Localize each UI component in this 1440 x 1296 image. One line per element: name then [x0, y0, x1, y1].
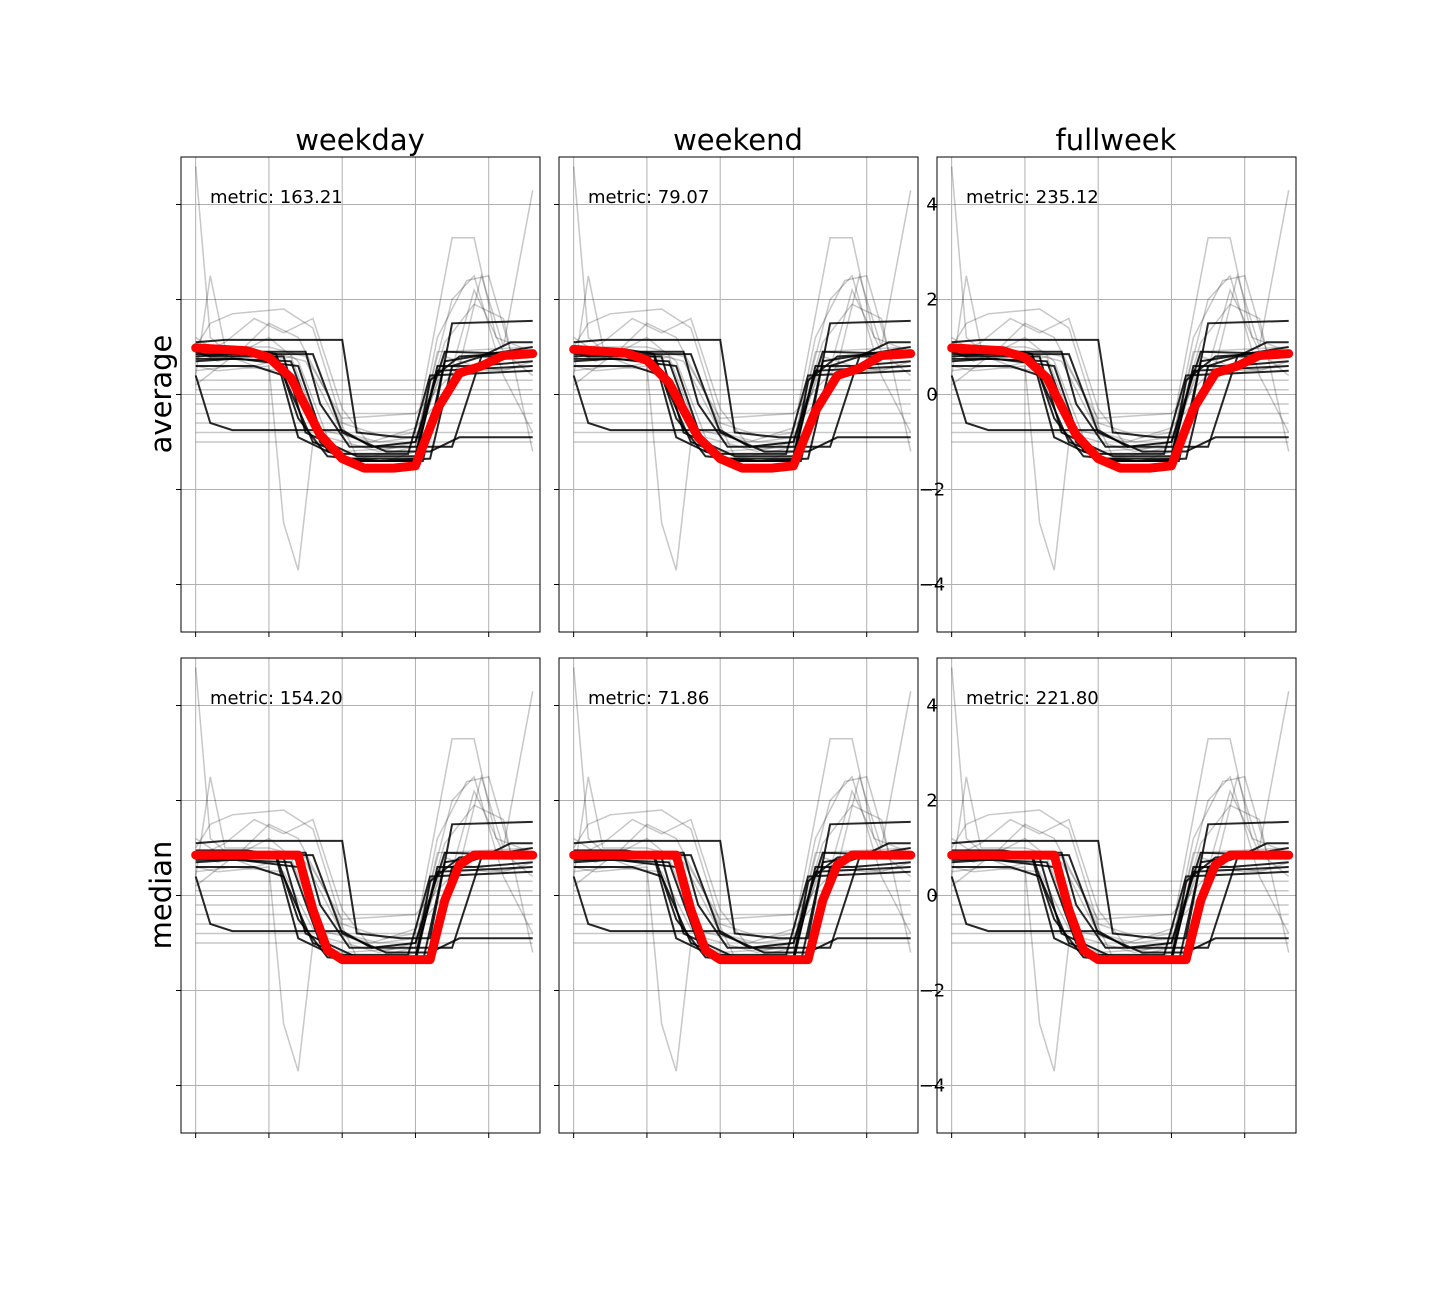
background-series [951, 738, 1289, 940]
background-series [573, 775, 912, 954]
metric-label: metric: 79.07 [588, 187, 709, 208]
metric-label: metric: 163.21 [210, 187, 343, 208]
background-series [195, 237, 533, 439]
background-series [951, 775, 1290, 954]
background-series [194, 190, 534, 420]
series-group [947, 166, 1294, 571]
metric-label: metric: 235.12 [966, 187, 1099, 208]
cluster-member-series [951, 858, 1289, 963]
background-series [195, 274, 534, 453]
background-series [195, 788, 534, 944]
background-series [195, 738, 533, 940]
cluster-center-series [947, 343, 1294, 473]
background-series [951, 274, 1290, 453]
series-group [569, 166, 916, 571]
cluster-member-series [573, 357, 911, 462]
series-group [569, 667, 916, 1072]
background-series [950, 691, 1290, 921]
background-series [951, 788, 1290, 944]
background-series [573, 788, 912, 944]
background-series [951, 287, 1290, 443]
background-series [573, 237, 911, 439]
cluster-member-series [195, 858, 533, 963]
background-series [951, 237, 1289, 439]
background-series [572, 691, 912, 921]
cluster-member-series [573, 858, 911, 963]
cluster-center-series [569, 344, 916, 473]
cluster-member-series [573, 341, 911, 448]
panel-average-fullweek: metric: 235.12 [932, 156, 1297, 637]
cluster-member-series [573, 820, 911, 940]
background-series [950, 190, 1290, 420]
row-title-median: median [144, 841, 178, 950]
column-title-fullweek: fullweek [1056, 123, 1177, 157]
cluster-center-series [191, 850, 538, 965]
cluster-center-series [191, 343, 538, 473]
panel-median-weekday: metric: 154.20 [176, 657, 541, 1138]
series-group [191, 166, 538, 571]
background-series [194, 691, 534, 921]
metric-label: metric: 154.20 [210, 688, 343, 709]
cluster-member-series [195, 820, 533, 940]
panel-average-weekday: metric: 163.21 [176, 156, 541, 637]
cluster-member-series [951, 319, 1289, 439]
panel-median-fullweek: metric: 221.80 [932, 657, 1297, 1138]
metric-label: metric: 221.80 [966, 688, 1099, 709]
column-titles: weekday weekend fullweek [295, 123, 1176, 157]
cluster-member-series [951, 820, 1289, 940]
column-title-weekend: weekend [673, 123, 803, 157]
cluster-center-series [569, 850, 916, 965]
background-series [195, 775, 534, 954]
series-group [947, 667, 1294, 1072]
cluster-member-series [195, 357, 533, 462]
background-series [573, 287, 912, 443]
background-series [573, 274, 912, 453]
column-title-weekday: weekday [295, 123, 425, 157]
cluster-center-series [947, 850, 1294, 965]
cluster-member-series [195, 319, 533, 439]
series-group [191, 667, 538, 1072]
row-title-average: average [144, 335, 178, 454]
background-series [195, 287, 534, 443]
row-titles: average median [144, 335, 178, 950]
cluster-member-series [573, 319, 911, 439]
background-series [572, 190, 912, 420]
metric-label: metric: 71.86 [588, 688, 709, 709]
cluster-member-series [951, 357, 1289, 462]
background-series [573, 738, 911, 940]
